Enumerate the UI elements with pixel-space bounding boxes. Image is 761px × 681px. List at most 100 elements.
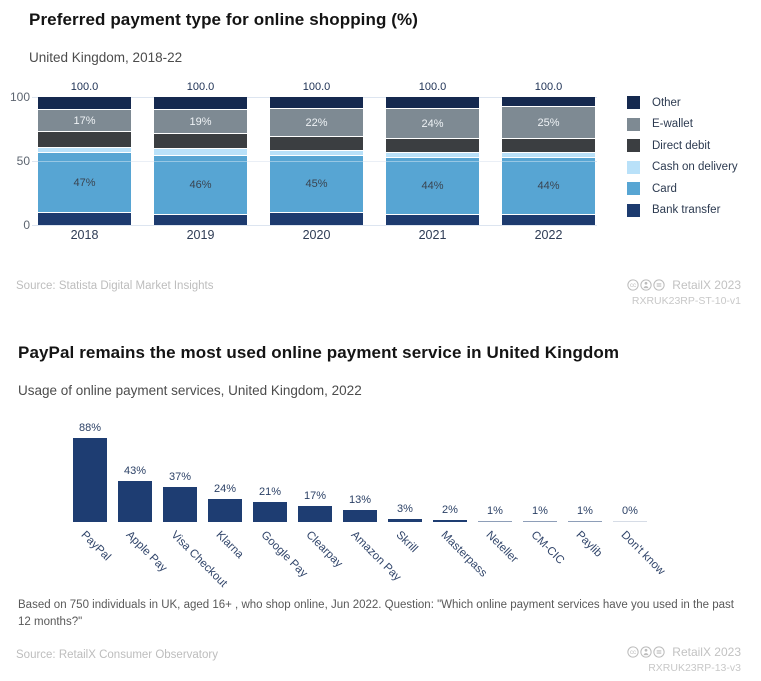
bottom-chart-branding: cc RetailX 2023 RXRUK23RP-13-v3 xyxy=(627,645,741,674)
legend-item-e-wallet: E-wallet xyxy=(627,117,738,131)
bottom-chart-footnote: Based on 750 individuals in UK, aged 16+… xyxy=(18,599,734,628)
x-axis-label-neteller: Neteller xyxy=(483,529,521,566)
legend-label: E-wallet xyxy=(652,118,693,130)
segment-bank-transfer xyxy=(502,215,595,225)
stacked-bar-2020: 22% 45% 100.0 2020 xyxy=(270,81,363,242)
bar-value-label: 21% xyxy=(258,486,282,498)
legend-swatch xyxy=(627,117,640,131)
x-axis-label-2018: 2018 xyxy=(70,228,99,242)
segment-card: 45% xyxy=(270,156,363,212)
legend-label: Bank transfer xyxy=(652,204,721,216)
segment-value-label: 19% xyxy=(189,115,212,128)
legend-label: Card xyxy=(652,182,677,195)
bar-google-pay xyxy=(253,502,287,522)
bar-value-label: 1% xyxy=(577,505,593,517)
bottom-chart-source: Source: RetailX Consumer Observatory xyxy=(16,649,218,661)
x-axis-label-paylib: Paylib xyxy=(573,529,605,560)
gridline-y0 xyxy=(32,225,597,226)
legend-swatch xyxy=(627,160,640,174)
stacked-bar-2021: 24% 44% 100.0 2021 xyxy=(386,81,479,242)
top-chart-subtitle: United Kingdom, 2018-22 xyxy=(29,50,183,65)
bar-value-label: 2% xyxy=(442,504,458,516)
bar-clearpay xyxy=(298,506,332,522)
legend-swatch xyxy=(627,96,640,109)
y-axis-tick-0: 0 xyxy=(23,218,30,232)
cc-license-icon: cc xyxy=(627,646,639,658)
cc-by-person-icon xyxy=(640,646,652,658)
segment-value-label: 46% xyxy=(189,179,212,191)
x-axis-label-2022: 2022 xyxy=(534,228,563,242)
bar-value-label: 13% xyxy=(348,494,372,506)
segment-direct-debit xyxy=(386,139,479,152)
segment-value-label: 17% xyxy=(73,114,96,127)
segment-cash-on-delivery xyxy=(154,149,247,155)
segment-bank-transfer xyxy=(154,215,247,225)
y-axis-tick-50: 50 xyxy=(16,154,30,168)
stacked-bar-plot-area: 0 50 100 17% 47% 100.0 2018 19% 46% 100.0 2019 22% 4… xyxy=(10,81,597,242)
segment-e-wallet: 17% xyxy=(38,110,131,131)
x-axis-label-klarna: Klarna xyxy=(213,529,246,561)
bar-masterpass xyxy=(433,520,467,522)
segment-other xyxy=(386,97,479,108)
segment-value-label: 45% xyxy=(305,178,328,190)
legend-label: Direct debit xyxy=(652,139,711,152)
segment-other xyxy=(38,97,131,109)
branding-ref: RXRUK23RP-13-v3 xyxy=(648,662,741,674)
segment-other xyxy=(270,97,363,108)
legend-swatch xyxy=(627,182,640,195)
segment-direct-debit xyxy=(38,132,131,147)
segment-value-label: 44% xyxy=(537,180,560,192)
bar-value-label: 88% xyxy=(78,422,102,434)
legend-swatch xyxy=(627,203,640,217)
x-axis-label-apple-pay: Apple Pay xyxy=(123,529,170,575)
stacked-bar-2018: 17% 47% 100.0 2018 xyxy=(38,81,131,242)
segment-cash-on-delivery xyxy=(502,153,595,157)
segment-value-label: 47% xyxy=(73,176,96,189)
segment-cash-on-delivery xyxy=(386,153,479,157)
bar-value-label: 0% xyxy=(622,505,638,517)
cc-nd-icon xyxy=(653,646,665,658)
segment-value-label: 44% xyxy=(421,180,444,192)
bar-visa-checkout xyxy=(163,487,197,522)
bottom-chart-title: PayPal remains the most used online paym… xyxy=(18,343,620,362)
segment-e-wallet: 19% xyxy=(154,110,247,133)
stacked-bar-2019: 19% 46% 100.0 2019 xyxy=(154,81,247,242)
branding-name: RetailX 2023 xyxy=(672,278,741,292)
bottom-chart-subtitle: Usage of online payment services, United… xyxy=(18,383,362,398)
bar-skrill xyxy=(388,519,422,522)
bar-paypal xyxy=(73,438,107,522)
segment-cash-on-delivery xyxy=(38,148,131,152)
bar-apple-pay xyxy=(118,481,152,522)
legend-item-cash-on-delivery: Cash on delivery xyxy=(627,160,738,174)
segment-direct-debit xyxy=(270,137,363,150)
segment-bank-transfer xyxy=(270,213,363,225)
bar-klarna xyxy=(208,499,242,522)
x-axis-label-2020: 2020 xyxy=(302,228,331,242)
segment-card: 44% xyxy=(386,158,479,214)
x-axis-label-clearpay: Clearpay xyxy=(303,529,345,571)
segment-value-label: 24% xyxy=(421,117,444,130)
bar-value-label: 43% xyxy=(123,465,147,477)
top-chart-title: Preferred payment type for online shoppi… xyxy=(29,10,419,29)
x-axis-label-amazon-pay: Amazon Pay xyxy=(348,529,404,584)
segment-cash-on-delivery xyxy=(270,151,363,155)
top-chart-legend: Other E-wallet Direct debit Cash on deliver… xyxy=(627,96,738,217)
segment-card: 47% xyxy=(38,153,131,212)
segment-e-wallet: 24% xyxy=(386,109,479,138)
bar-value-label: 17% xyxy=(303,490,327,502)
top-chart-source: Source: Statista Digital Market Insights xyxy=(16,280,214,292)
gridline-overlay-50 xyxy=(38,161,595,162)
stacked-bar-2022: 25% 44% 100.0 2022 xyxy=(502,81,595,242)
x-axis-label-google-pay: Google Pay xyxy=(258,529,310,580)
x-axis-label-don-t-know: Don't know xyxy=(618,529,667,578)
legend-item-bank-transfer: Bank transfer xyxy=(627,203,738,217)
y-axis-tick-100: 100 xyxy=(9,90,30,104)
x-axis-label-masterpass: Masterpass xyxy=(438,529,490,580)
x-axis-label-2021: 2021 xyxy=(418,228,447,242)
x-axis-label-visa-checkout: Visa Checkout xyxy=(168,529,230,590)
segment-card: 44% xyxy=(502,158,595,214)
legend-label: Other xyxy=(652,96,681,109)
legend-item-card: Card xyxy=(627,182,738,195)
license-icons: cc xyxy=(627,279,665,291)
segment-other xyxy=(502,97,595,106)
